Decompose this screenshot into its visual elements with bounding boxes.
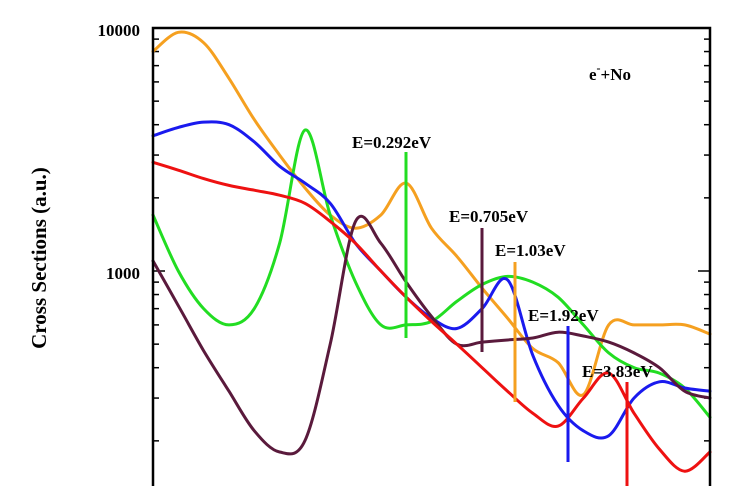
plot-area (151, 26, 712, 486)
series-line-1 (151, 128, 712, 419)
annotation-1-03ev: E=1.03eV (495, 241, 566, 260)
resonance-spikes (404, 152, 629, 486)
annotation-1-92ev: E=1.92eV (528, 306, 599, 325)
annotation-3-83ev: E=3.83eV (582, 362, 653, 381)
plot-frame (151, 26, 712, 486)
y-tick-label-10000: 10000 (98, 21, 141, 40)
series-line-4 (151, 160, 712, 473)
series-line-0 (151, 30, 712, 397)
legend-label-base: e (589, 65, 597, 84)
legend-label: e-+No (589, 61, 631, 84)
y-tick-label-1000: 1000 (106, 264, 140, 283)
series-curves (151, 30, 712, 473)
legend-label-rest: +No (601, 65, 631, 84)
y-axis-label: Cross Sections (a.u.) (27, 167, 51, 349)
annotation-0-705ev: E=0.705eV (449, 207, 529, 226)
series-line-3 (151, 214, 712, 456)
legend-label-sup: - (597, 61, 601, 75)
annotation-0-292ev: E=0.292eV (352, 133, 432, 152)
